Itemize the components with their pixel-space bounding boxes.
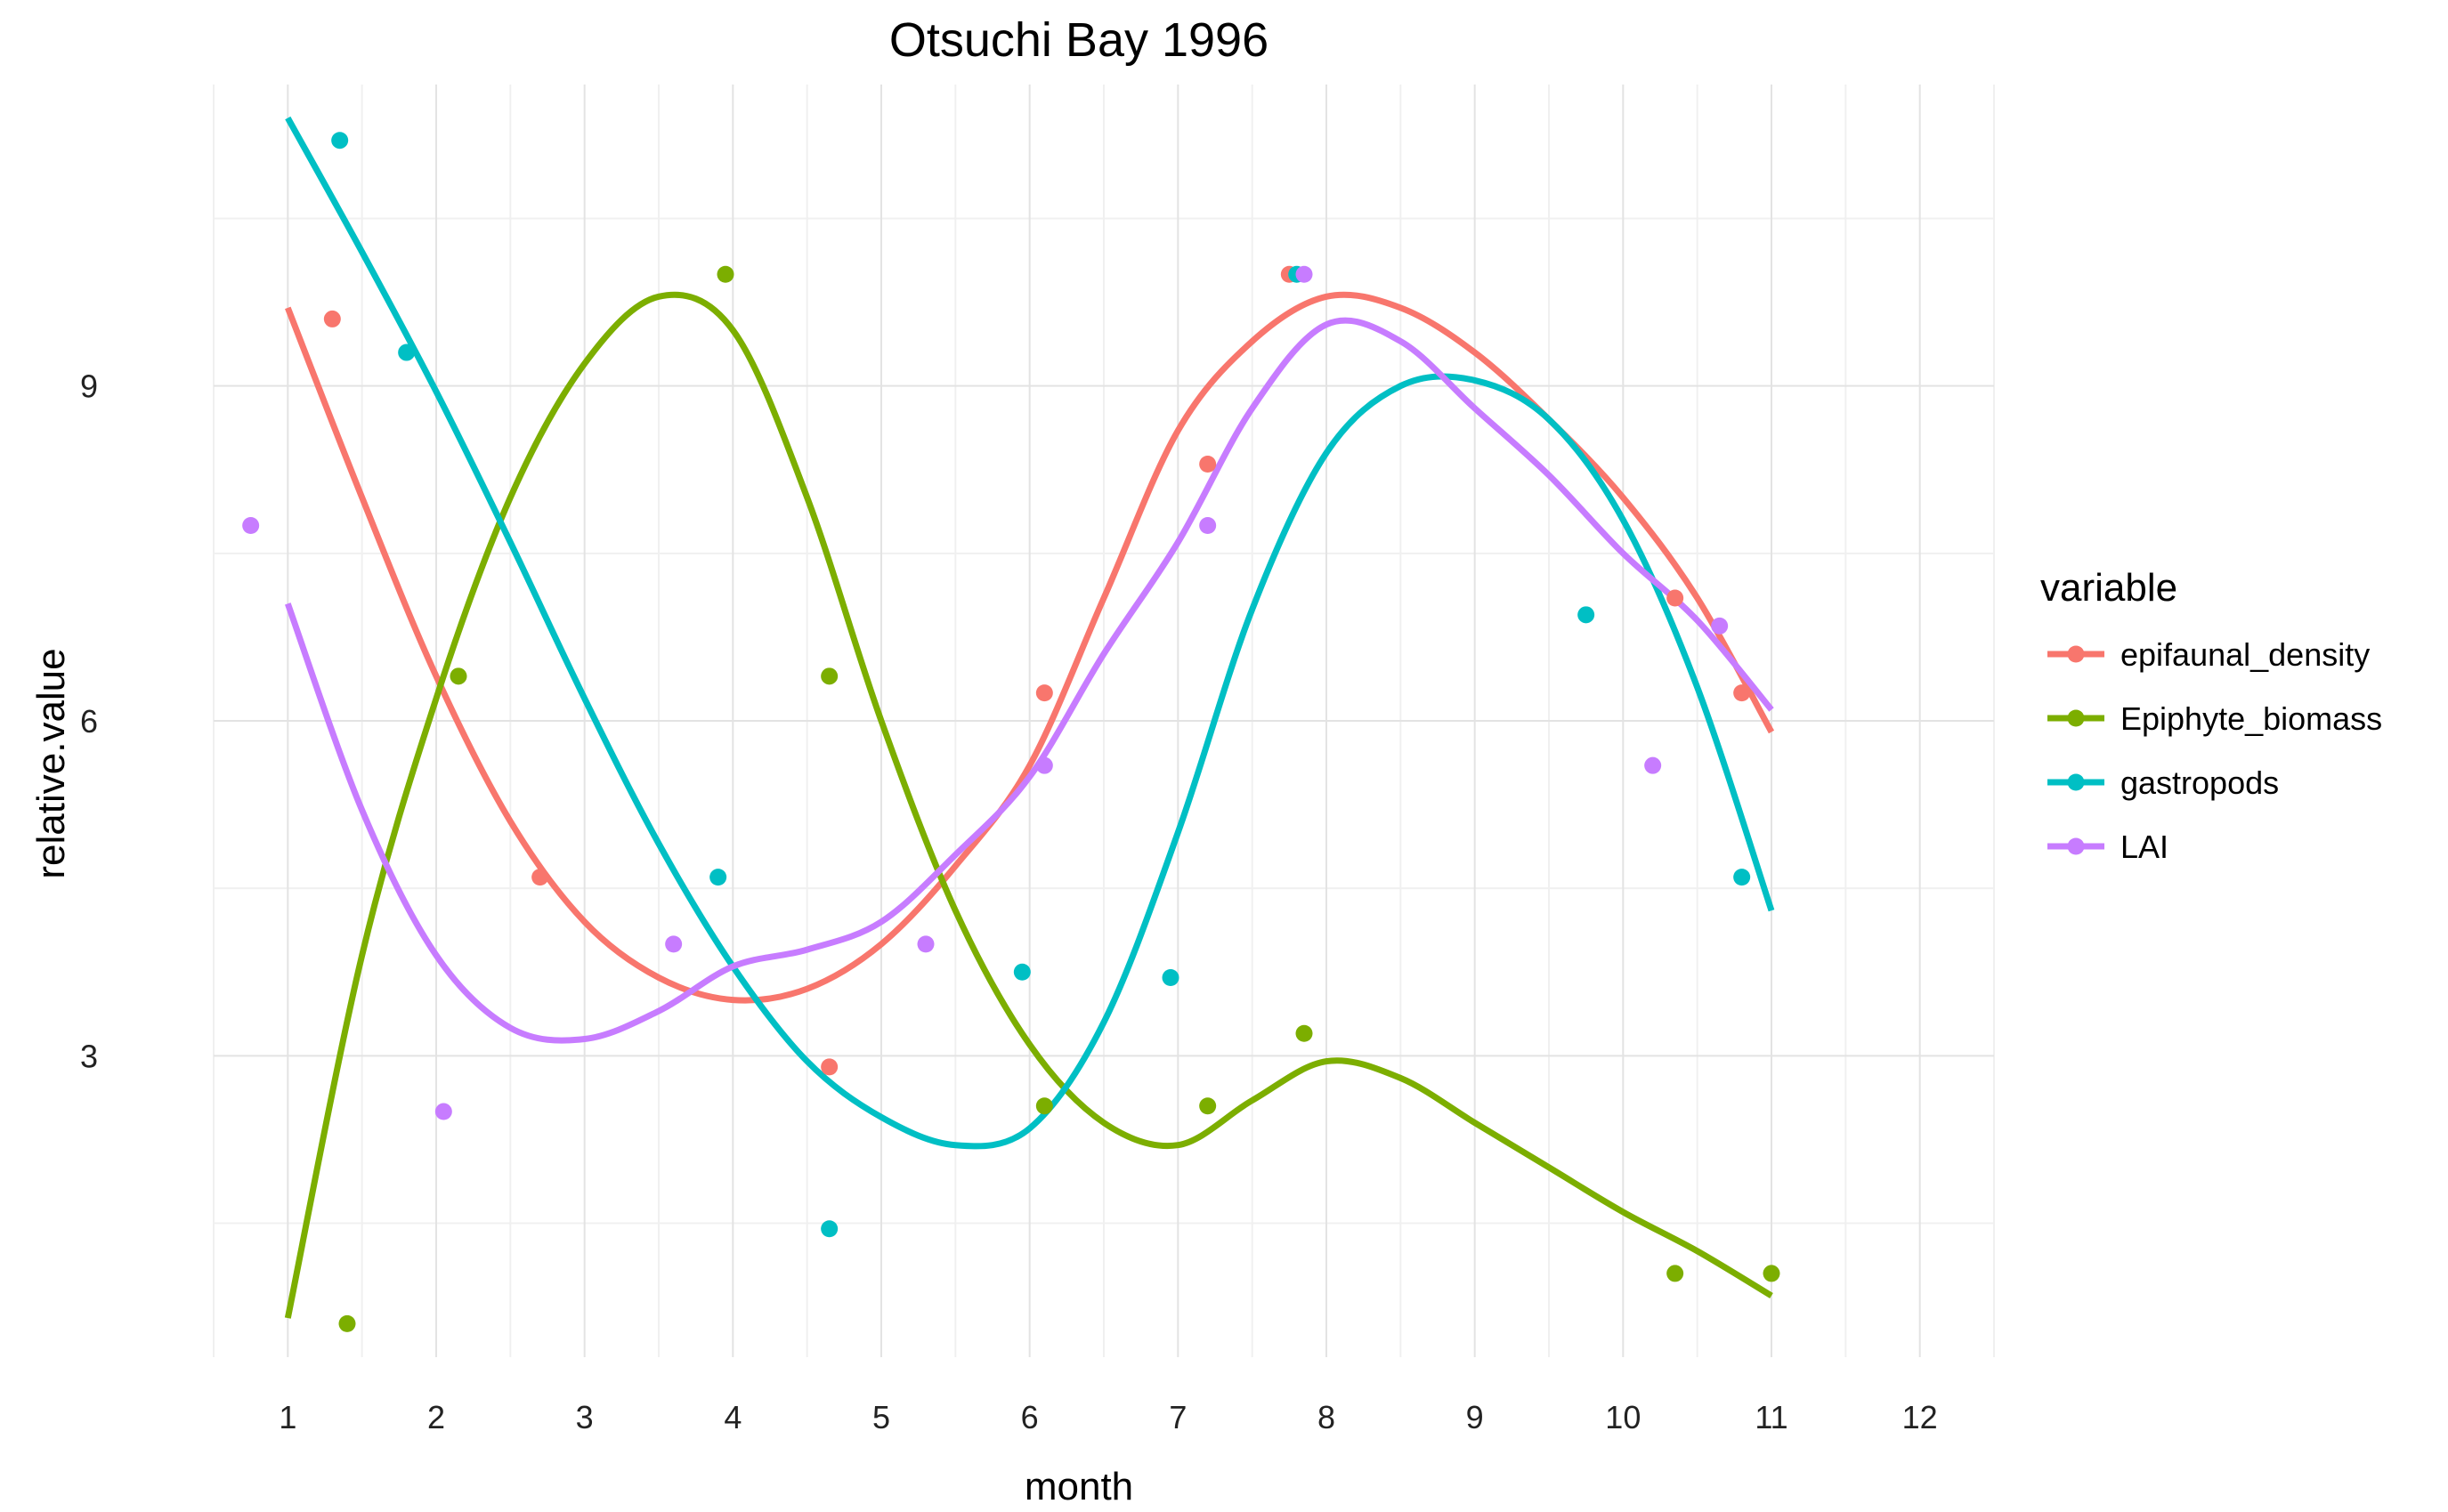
- chart-title: Otsuchi Bay 1996: [889, 13, 1269, 67]
- x-tick-label: 6: [1021, 1399, 1039, 1435]
- x-tick-label: 9: [1466, 1399, 1484, 1435]
- x-tick-label: 5: [872, 1399, 890, 1435]
- data-points: [242, 132, 1780, 1332]
- data-point-lai: [1199, 516, 1217, 534]
- legend-key-point: [2067, 645, 2085, 663]
- major-gridlines: [214, 85, 1994, 1357]
- data-point-lai: [1035, 756, 1053, 774]
- data-point-gastropods: [709, 869, 727, 886]
- legend-key-point: [2067, 709, 2085, 727]
- y-axis-title: relative.value: [29, 648, 73, 878]
- data-point-epifaunal_density: [1733, 684, 1751, 702]
- y-tick-label: 3: [80, 1038, 98, 1074]
- data-point-lai: [1295, 265, 1313, 283]
- data-point-gastropods: [821, 1220, 839, 1238]
- data-point-epifaunal_density: [1666, 589, 1684, 607]
- data-point-lai: [242, 516, 260, 534]
- legend: variable epifaunal_density Epiphyte_bioma…: [2040, 566, 2382, 865]
- x-tick-label: 3: [576, 1399, 594, 1435]
- y-tick-labels: 3 6 9: [80, 368, 98, 1075]
- data-point-lai: [665, 935, 683, 953]
- data-point-gastropods: [331, 132, 349, 150]
- data-point-gastropods: [1577, 606, 1595, 624]
- data-point-lai: [1711, 617, 1729, 635]
- data-point-epiphyte_biomass: [821, 667, 839, 685]
- data-point-epiphyte_biomass: [450, 667, 467, 685]
- legend-title: variable: [2040, 566, 2177, 610]
- data-point-epiphyte_biomass: [1199, 1097, 1217, 1115]
- data-point-lai: [1644, 756, 1662, 774]
- legend-label: epifaunal_density: [2120, 636, 2370, 673]
- x-tick-label: 4: [724, 1399, 742, 1435]
- legend-key-point: [2067, 773, 2085, 791]
- data-point-epiphyte_biomass: [338, 1314, 356, 1332]
- data-point-epifaunal_density: [323, 310, 341, 327]
- data-point-lai: [434, 1103, 452, 1120]
- data-point-gastropods: [1733, 869, 1751, 886]
- legend-label: LAI: [2120, 829, 2168, 865]
- data-point-epifaunal_density: [531, 869, 549, 886]
- x-tick-label: 11: [1755, 1399, 1787, 1435]
- x-tick-label: 8: [1317, 1399, 1335, 1435]
- data-point-gastropods: [1013, 963, 1031, 981]
- x-axis-title: month: [1025, 1465, 1133, 1508]
- data-point-lai: [917, 935, 935, 953]
- data-point-epifaunal_density: [1199, 455, 1217, 473]
- x-tick-label: 2: [427, 1399, 445, 1435]
- data-point-epifaunal_density: [821, 1058, 839, 1076]
- legend-key-point: [2067, 837, 2085, 855]
- x-tick-label: 7: [1169, 1399, 1187, 1435]
- data-point-epiphyte_biomass: [1295, 1024, 1313, 1042]
- x-tick-label: 10: [1605, 1399, 1641, 1435]
- data-point-gastropods: [1162, 969, 1179, 987]
- data-point-epifaunal_density: [1035, 684, 1053, 702]
- data-point-gastropods: [398, 344, 416, 361]
- data-point-epiphyte_biomass: [1666, 1265, 1684, 1282]
- legend-label: Epiphyte_biomass: [2120, 700, 2382, 737]
- data-point-epiphyte_biomass: [1035, 1097, 1053, 1115]
- y-tick-label: 9: [80, 368, 98, 405]
- data-point-epiphyte_biomass: [1763, 1265, 1780, 1282]
- legend-label: gastropods: [2120, 764, 2279, 801]
- x-tick-labels: 1 2 3 4 5 6 7 8 9 10 11 12: [279, 1399, 1937, 1435]
- x-tick-label: 1: [279, 1399, 296, 1435]
- y-tick-label: 6: [80, 703, 98, 740]
- series-line-epiphyte_biomass: [284, 291, 1773, 1319]
- data-point-epiphyte_biomass: [717, 265, 734, 283]
- x-tick-label: 12: [1902, 1399, 1938, 1435]
